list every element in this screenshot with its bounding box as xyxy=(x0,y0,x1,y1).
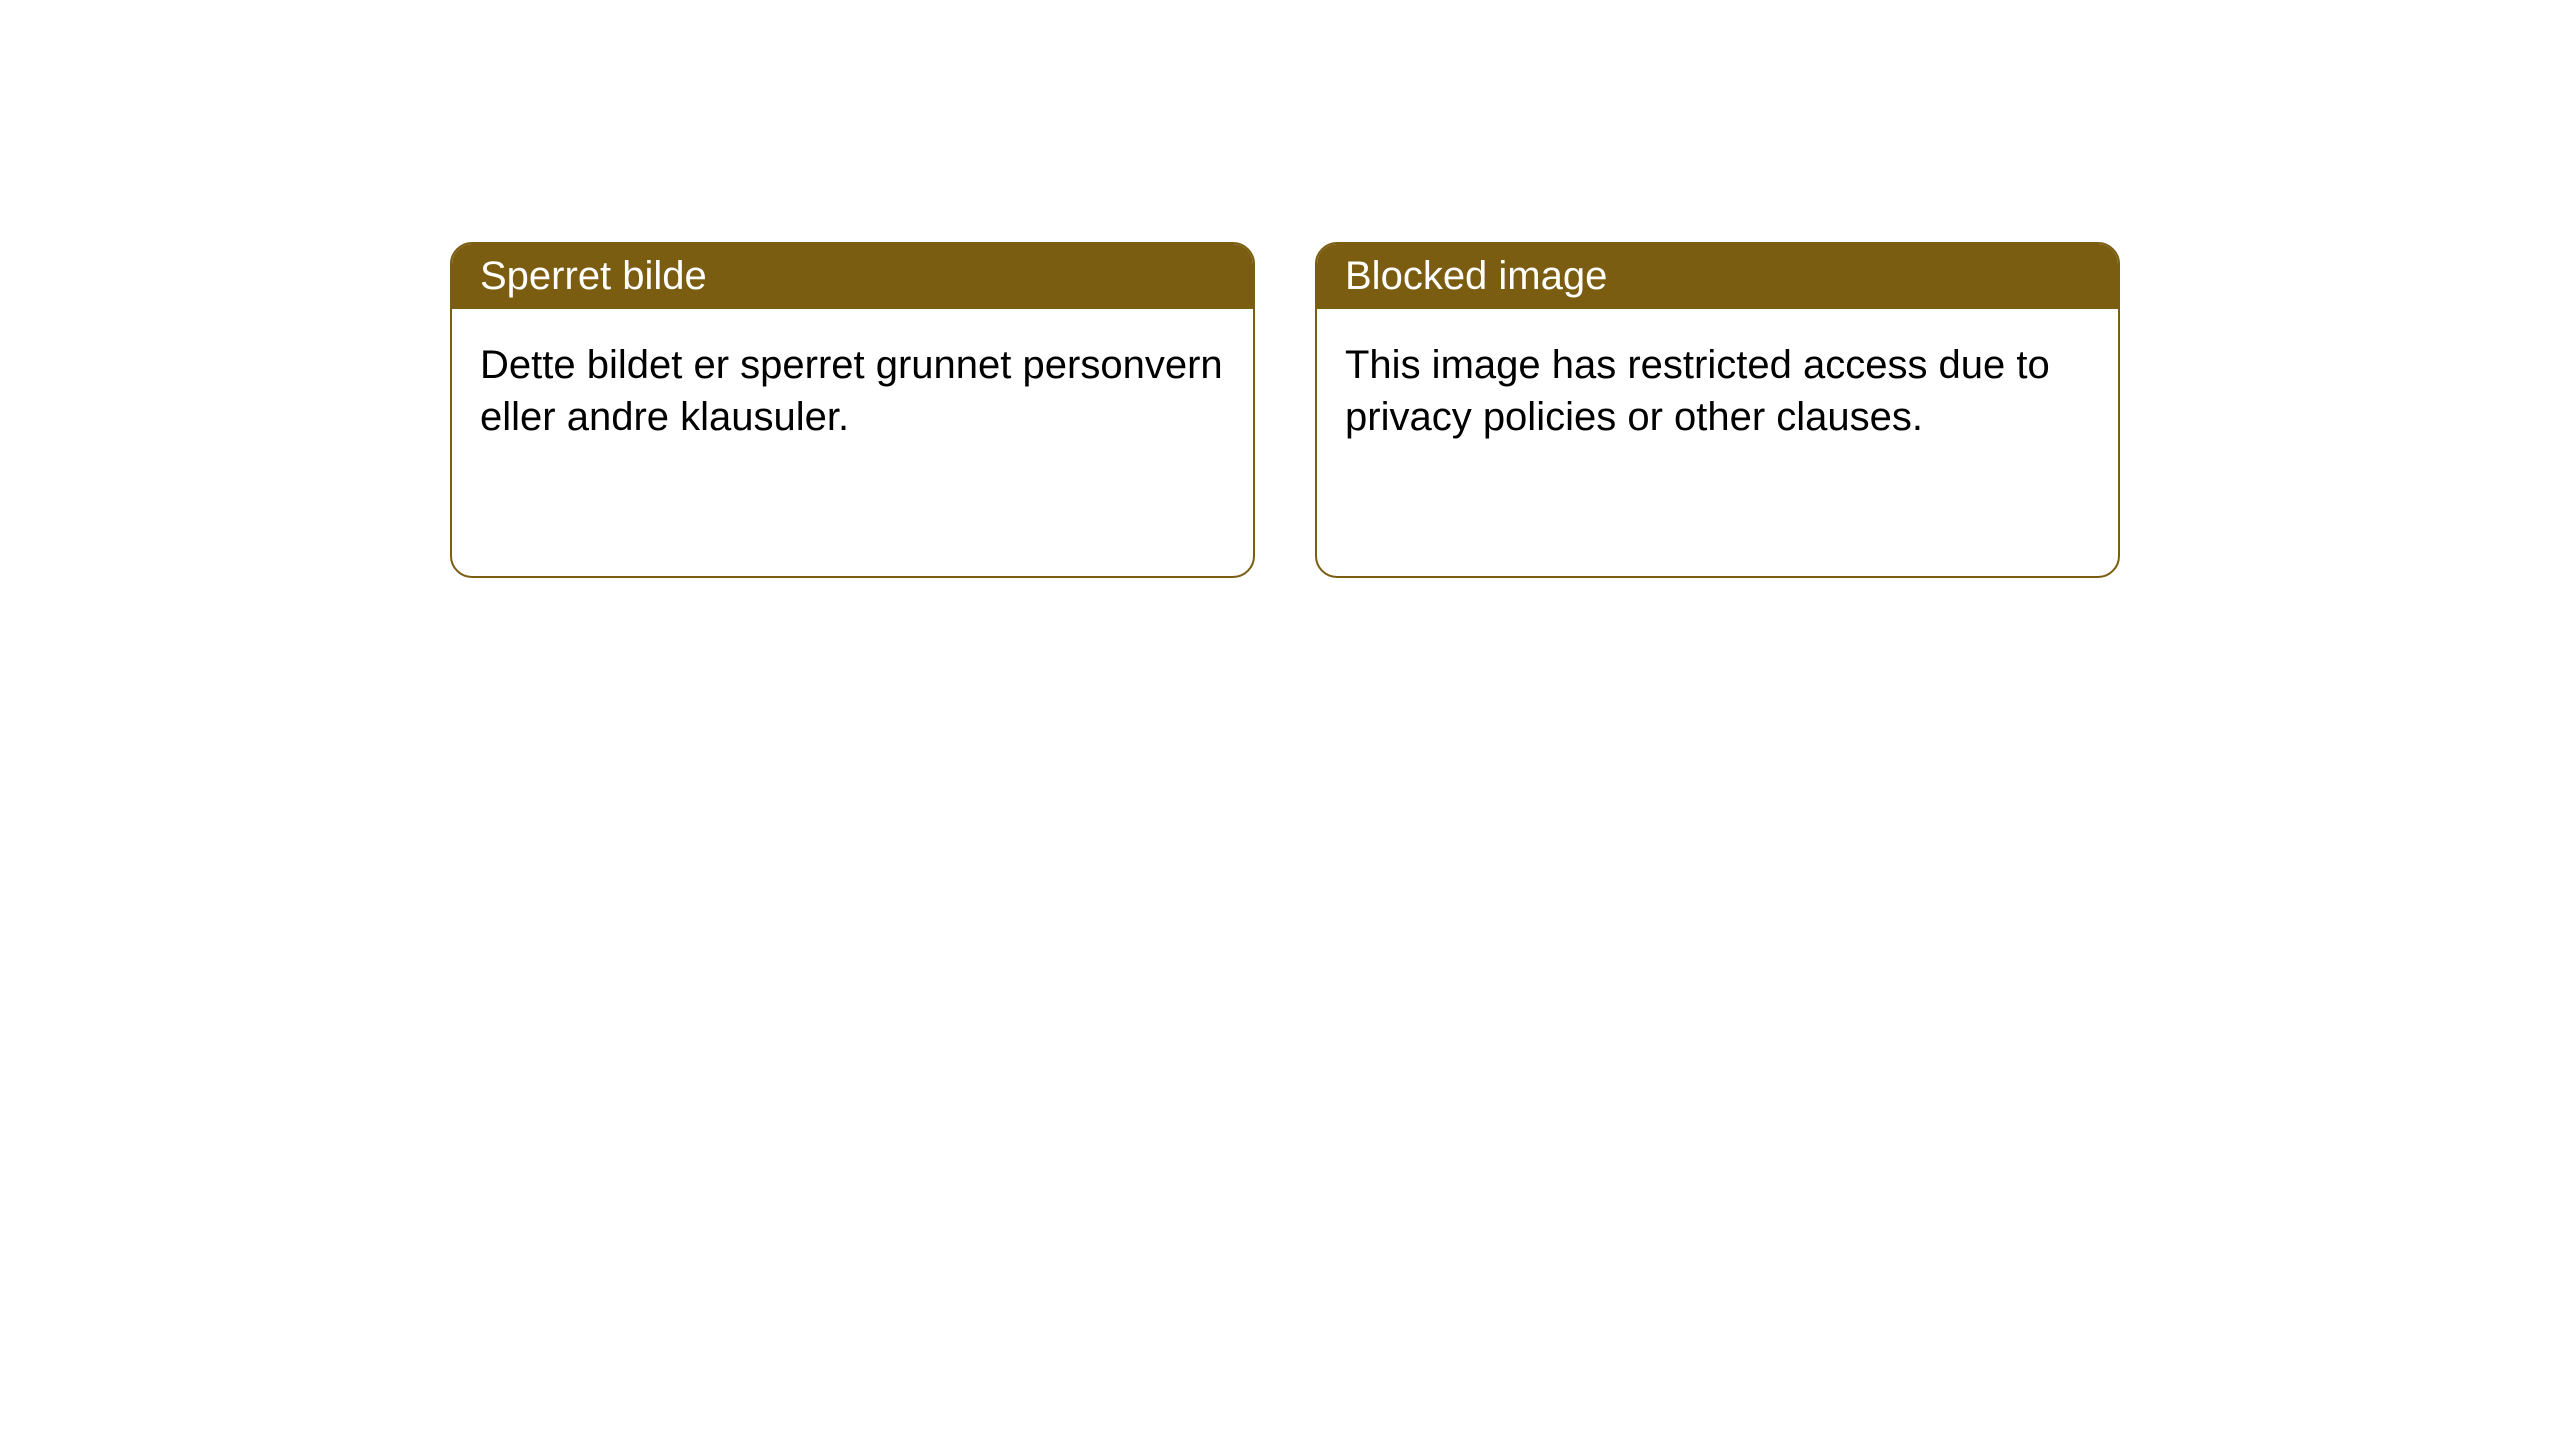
card-body-text: Dette bildet er sperret grunnet personve… xyxy=(480,343,1223,439)
card-body: Dette bildet er sperret grunnet personve… xyxy=(452,309,1253,473)
notice-card-english: Blocked image This image has restricted … xyxy=(1315,242,2120,578)
notice-card-norwegian: Sperret bilde Dette bildet er sperret gr… xyxy=(450,242,1255,578)
card-title: Blocked image xyxy=(1345,254,1607,298)
card-title: Sperret bilde xyxy=(480,254,707,298)
card-body: This image has restricted access due to … xyxy=(1317,309,2118,473)
card-header: Sperret bilde xyxy=(452,244,1253,309)
card-header: Blocked image xyxy=(1317,244,2118,309)
card-body-text: This image has restricted access due to … xyxy=(1345,343,2050,439)
notice-cards-container: Sperret bilde Dette bildet er sperret gr… xyxy=(0,0,2560,578)
